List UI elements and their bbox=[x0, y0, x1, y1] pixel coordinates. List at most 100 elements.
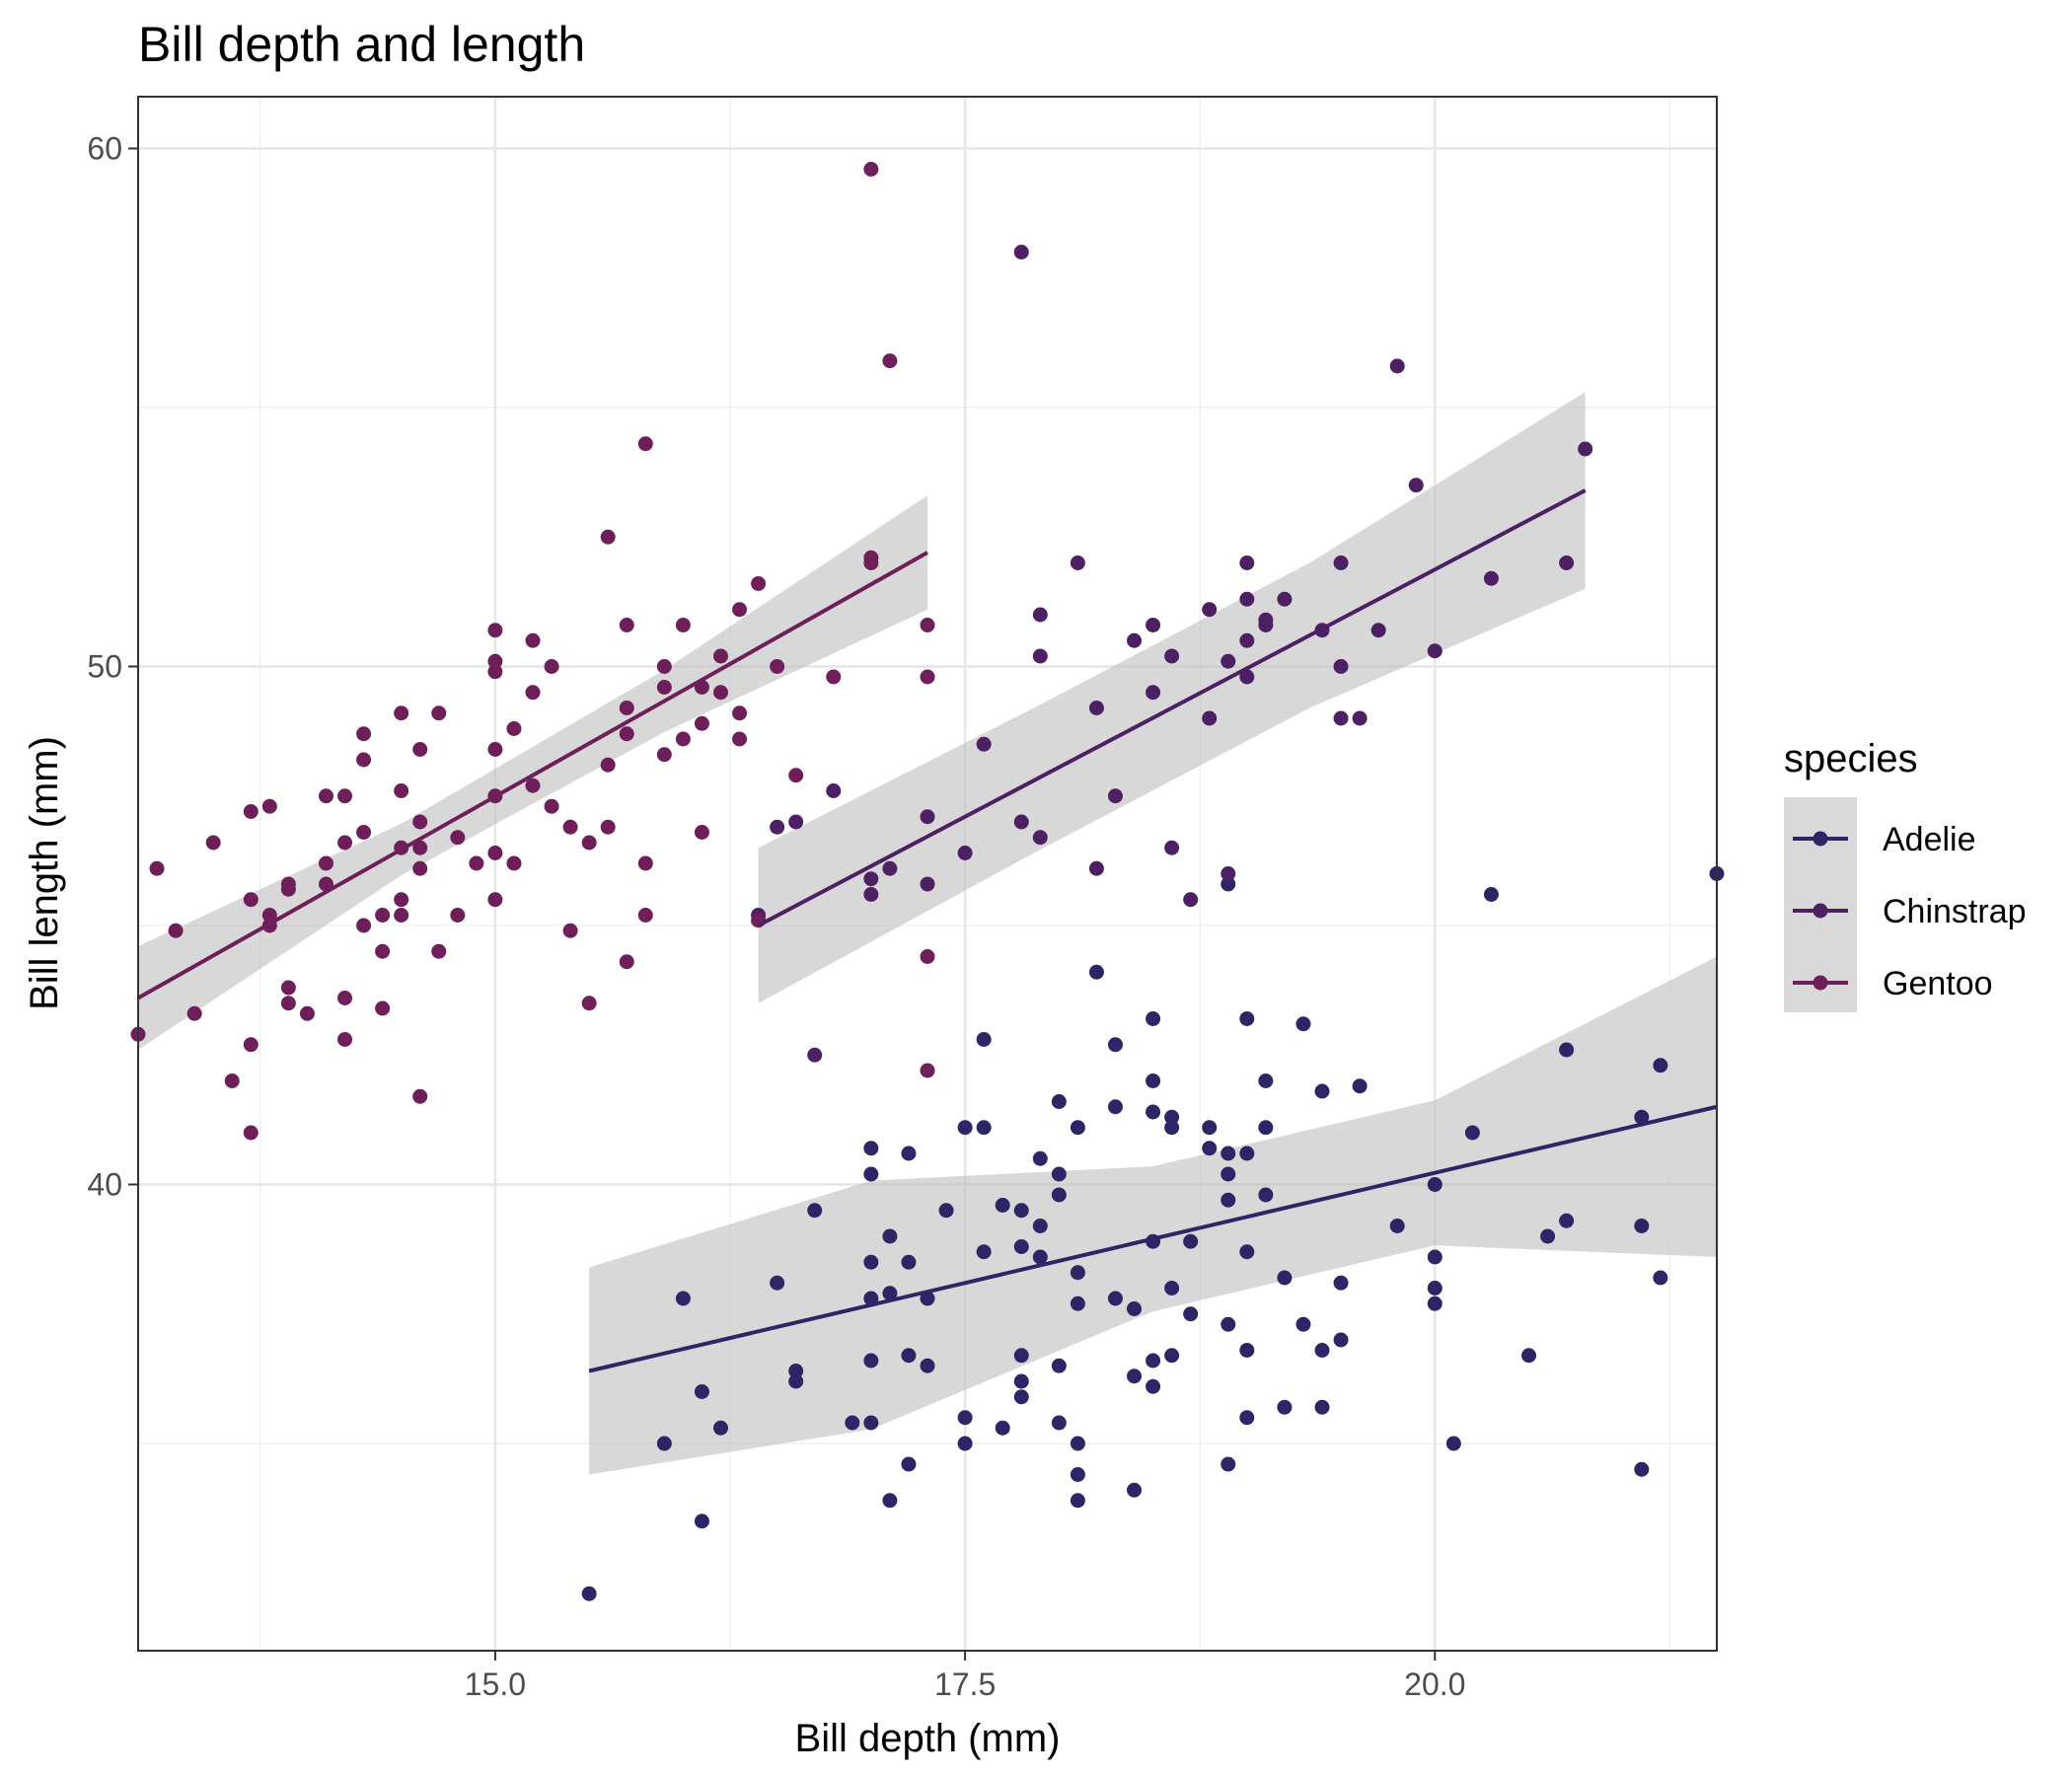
data-point-adelie bbox=[807, 1203, 823, 1219]
data-point-gentoo bbox=[168, 923, 184, 938]
data-point-gentoo bbox=[656, 680, 672, 695]
x-axis-title: Bill depth (mm) bbox=[795, 1717, 1061, 1760]
data-point-chinstrap bbox=[1164, 648, 1180, 664]
data-point-chinstrap bbox=[1221, 866, 1236, 881]
x-tick-label: 15.0 bbox=[465, 1666, 526, 1702]
data-point-chinstrap bbox=[863, 887, 879, 902]
data-point-gentoo bbox=[356, 752, 372, 768]
data-point-adelie bbox=[1333, 1275, 1349, 1291]
data-point-adelie bbox=[1070, 1120, 1085, 1136]
data-point-adelie bbox=[1146, 1104, 1161, 1120]
data-point-gentoo bbox=[675, 618, 691, 632]
data-point-gentoo bbox=[261, 798, 277, 814]
data-point-gentoo bbox=[656, 747, 672, 763]
data-point-chinstrap bbox=[1239, 555, 1255, 570]
data-point-chinstrap bbox=[976, 736, 992, 752]
data-point-gentoo bbox=[920, 669, 935, 685]
data-point-gentoo bbox=[487, 892, 503, 908]
data-point-adelie bbox=[1258, 1073, 1274, 1088]
data-point-adelie bbox=[1483, 887, 1499, 902]
data-point-adelie bbox=[995, 1420, 1010, 1436]
data-point-gentoo bbox=[863, 550, 879, 565]
data-point-gentoo bbox=[525, 632, 541, 648]
data-point-adelie bbox=[1070, 1436, 1085, 1451]
data-point-gentoo bbox=[149, 860, 165, 876]
data-point-gentoo bbox=[826, 669, 842, 685]
x-axis-ticks: 15.0 17.5 20.0 bbox=[465, 1651, 1465, 1702]
data-point-gentoo bbox=[732, 731, 748, 747]
data-point-chinstrap bbox=[1202, 710, 1218, 726]
data-point-gentoo bbox=[243, 804, 259, 819]
data-point-adelie bbox=[1013, 1373, 1029, 1389]
data-point-gentoo bbox=[487, 623, 503, 638]
chart-title: Bill depth and length bbox=[138, 17, 585, 72]
data-point-chinstrap bbox=[1032, 830, 1048, 846]
data-point-adelie bbox=[1314, 1399, 1330, 1415]
data-point-adelie bbox=[920, 1358, 935, 1373]
data-point-adelie bbox=[1070, 1295, 1085, 1311]
data-point-adelie bbox=[1540, 1228, 1556, 1244]
data-point-gentoo bbox=[487, 742, 503, 757]
data-point-gentoo bbox=[356, 825, 372, 840]
data-point-gentoo bbox=[619, 701, 634, 715]
data-point-gentoo bbox=[394, 705, 409, 721]
data-point-adelie bbox=[1127, 1369, 1143, 1384]
data-point-gentoo bbox=[186, 1005, 202, 1021]
data-point-gentoo bbox=[280, 996, 296, 1011]
data-point-adelie bbox=[1427, 1177, 1443, 1192]
data-point-gentoo bbox=[525, 777, 541, 793]
data-point-adelie bbox=[1164, 1120, 1180, 1136]
data-point-adelie bbox=[1032, 1219, 1048, 1233]
data-point-adelie bbox=[694, 1384, 709, 1399]
data-point-chinstrap bbox=[1333, 710, 1349, 726]
data-point-gentoo bbox=[619, 954, 634, 970]
data-point-chinstrap bbox=[1013, 814, 1029, 830]
data-point-gentoo bbox=[788, 768, 804, 783]
data-point-adelie bbox=[1051, 1358, 1067, 1373]
x-tick-label: 17.5 bbox=[934, 1666, 996, 1702]
data-point-adelie bbox=[1221, 1146, 1236, 1161]
data-point-chinstrap bbox=[1483, 570, 1499, 586]
trend-line-gentoo bbox=[137, 551, 928, 1000]
data-point-gentoo bbox=[431, 943, 447, 959]
data-point-adelie bbox=[901, 1456, 917, 1472]
data-point-chinstrap bbox=[1333, 659, 1349, 674]
data-point-adelie bbox=[1653, 1270, 1668, 1286]
data-point-adelie bbox=[1070, 1265, 1085, 1281]
data-point-adelie bbox=[1239, 1410, 1255, 1426]
data-point-chinstrap bbox=[1032, 648, 1048, 664]
data-point-adelie bbox=[1352, 1078, 1368, 1094]
data-point-adelie bbox=[1239, 1244, 1255, 1260]
data-point-gentoo bbox=[675, 731, 691, 747]
data-point-chinstrap bbox=[826, 783, 842, 798]
y-axis-ticks: 40 50 60 bbox=[87, 131, 138, 1203]
data-point-adelie bbox=[995, 1198, 1010, 1213]
data-point-adelie bbox=[1164, 1109, 1180, 1125]
data-point-adelie bbox=[1653, 1058, 1668, 1073]
data-point-chinstrap bbox=[1389, 358, 1405, 374]
data-point-gentoo bbox=[375, 1000, 391, 1016]
y-tick-label: 60 bbox=[87, 131, 122, 167]
data-point-adelie bbox=[1389, 1219, 1405, 1233]
data-point-gentoo bbox=[280, 876, 296, 892]
data-point-adelie bbox=[1221, 1192, 1236, 1208]
data-point-adelie bbox=[1051, 1187, 1067, 1203]
data-point-adelie bbox=[901, 1348, 917, 1364]
data-point-chinstrap bbox=[1239, 591, 1255, 607]
data-point-gentoo bbox=[394, 892, 409, 908]
data-point-adelie bbox=[1146, 1353, 1161, 1369]
data-point-gentoo bbox=[751, 576, 767, 591]
data-point-gentoo bbox=[600, 819, 616, 835]
data-point-adelie bbox=[1070, 1467, 1085, 1482]
data-point-adelie bbox=[1013, 1389, 1029, 1405]
data-point-adelie bbox=[1107, 1099, 1123, 1115]
legend-label-gentoo: Gentoo bbox=[1883, 965, 1993, 1002]
data-point-adelie bbox=[976, 1120, 992, 1136]
data-point-gentoo bbox=[656, 659, 672, 674]
data-point-gentoo bbox=[619, 726, 634, 742]
data-point-adelie bbox=[863, 1415, 879, 1431]
data-point-gentoo bbox=[261, 908, 277, 923]
confidence-band-gentoo bbox=[138, 495, 927, 1050]
data-point-adelie bbox=[976, 1032, 992, 1047]
